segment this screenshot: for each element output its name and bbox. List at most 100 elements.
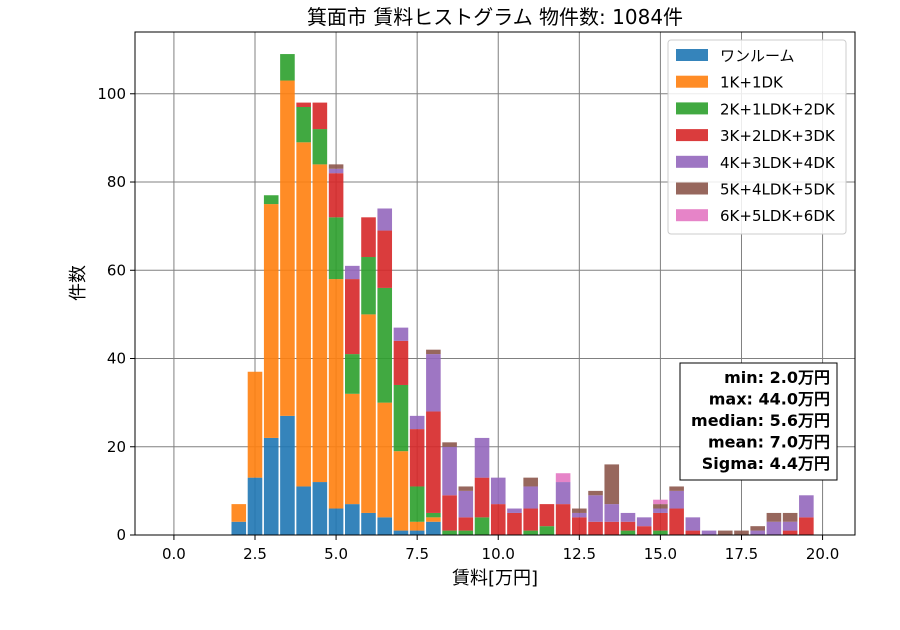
bar-segment (750, 526, 765, 531)
bar-segment (312, 102, 328, 130)
bar-segment (474, 517, 490, 535)
bar-segment (604, 504, 620, 522)
bar-segment (782, 521, 798, 531)
bar-segment (345, 393, 360, 505)
bar-segment (523, 530, 538, 535)
bar-segment (588, 490, 603, 496)
bar-segment (636, 526, 652, 535)
bar-segment (328, 217, 344, 280)
x-tick-label: 12.5 (563, 545, 596, 563)
y-tick-label: 60 (107, 261, 126, 279)
bar-segment (458, 490, 474, 518)
legend-label: 3K+2LDK+3DK (720, 127, 836, 145)
stats-line: min: 2.0万円 (724, 368, 830, 387)
bar-segment (653, 504, 668, 509)
bar-segment (361, 257, 376, 315)
bar-segment (361, 217, 376, 258)
x-tick-label: 0.0 (162, 545, 186, 563)
bar-segment (393, 384, 409, 452)
bar-segment (263, 437, 279, 535)
legend: ワンルーム 1K+1DK 2K+1LDK+2DK 3K+2LDK+3DK 4K+3LDK… (667, 39, 847, 235)
bar-segment (620, 530, 636, 535)
bar-segment (345, 354, 360, 394)
x-tick-label: 17.5 (725, 545, 758, 563)
bar-segment (393, 530, 409, 535)
bar-segment (296, 107, 311, 143)
bar-segment (247, 371, 263, 478)
bar-segment (328, 279, 344, 509)
bar-segment (620, 521, 636, 531)
bar-segment (474, 477, 490, 518)
bar-segment (409, 429, 425, 487)
bar-segment (523, 508, 538, 531)
bar-segment (653, 508, 668, 513)
bar-segment (588, 521, 603, 535)
bar-segment (458, 517, 474, 531)
bar-segment (442, 530, 457, 535)
bar-segment (669, 490, 684, 509)
bar-segment (345, 504, 360, 535)
bar-segment (393, 340, 409, 385)
bar-segment (377, 230, 393, 288)
bar-segment (393, 327, 409, 341)
bar-segment (280, 54, 295, 81)
plot-frame (134, 31, 856, 536)
y-tick-label: 80 (107, 173, 126, 191)
stats-box: min: 2.0万円 max: 44.0万円 median: 5.6万円 mean: … (679, 362, 838, 481)
bar-segment (296, 102, 311, 108)
bar-segment (523, 486, 538, 509)
bar-segment (782, 530, 798, 535)
bar-segment (426, 517, 441, 522)
legend-swatch (676, 75, 708, 88)
x-tick-label: 7.5 (405, 545, 429, 563)
bar-segment (312, 129, 328, 165)
legend-swatch (676, 49, 708, 61)
bar-segment (442, 442, 457, 447)
bar-segment (799, 495, 814, 518)
bar-segment (361, 314, 376, 513)
bar-segment (393, 451, 409, 531)
bar-segment (653, 512, 668, 531)
bar-segment (328, 173, 344, 218)
bar-segment (377, 402, 393, 518)
bar-segment (361, 512, 376, 535)
x-tick-label: 2.5 (243, 545, 267, 563)
y-tick-label: 40 (107, 350, 126, 368)
legend-label: 1K+1DK (720, 74, 784, 92)
x-axis-label: 賃料[万円] (452, 568, 538, 589)
bar-segment (555, 504, 571, 535)
bar-segment (539, 526, 555, 535)
bar-segment (231, 521, 247, 535)
x-tick-label: 10.0 (482, 545, 515, 563)
bar-segment (653, 530, 668, 535)
bar-segment (231, 504, 247, 522)
y-tick-label: 0 (116, 526, 126, 544)
bar-segment (409, 415, 425, 430)
legend-swatch (676, 129, 708, 142)
bar-segment (426, 411, 441, 513)
stats-line: Sigma: 4.4万円 (702, 454, 830, 473)
bar-segment (604, 521, 620, 535)
bar-segment (263, 204, 279, 438)
bar-segment (328, 168, 344, 174)
bar-segment (247, 477, 263, 535)
bar-segment (409, 530, 425, 535)
bar-segment (280, 415, 295, 535)
legend-swatch (676, 102, 708, 115)
stats-line: median: 5.6万円 (691, 411, 830, 430)
bar-segment (426, 354, 441, 412)
legend-box (667, 39, 847, 235)
bar-segment (523, 477, 538, 487)
bar-segment (604, 464, 620, 505)
bar-segment (409, 486, 425, 522)
bar-segment (669, 508, 684, 535)
y-axis-ticks: 0 20 40 60 80 100 (97, 85, 135, 544)
bar-segment (442, 495, 457, 531)
bar-segment (766, 512, 782, 522)
stats-line: mean: 7.0万円 (708, 433, 830, 452)
bar-segment (426, 521, 441, 535)
bar-segment (490, 504, 506, 535)
bar-segment (280, 80, 295, 416)
bar-segment (426, 349, 441, 355)
bars (231, 54, 814, 535)
